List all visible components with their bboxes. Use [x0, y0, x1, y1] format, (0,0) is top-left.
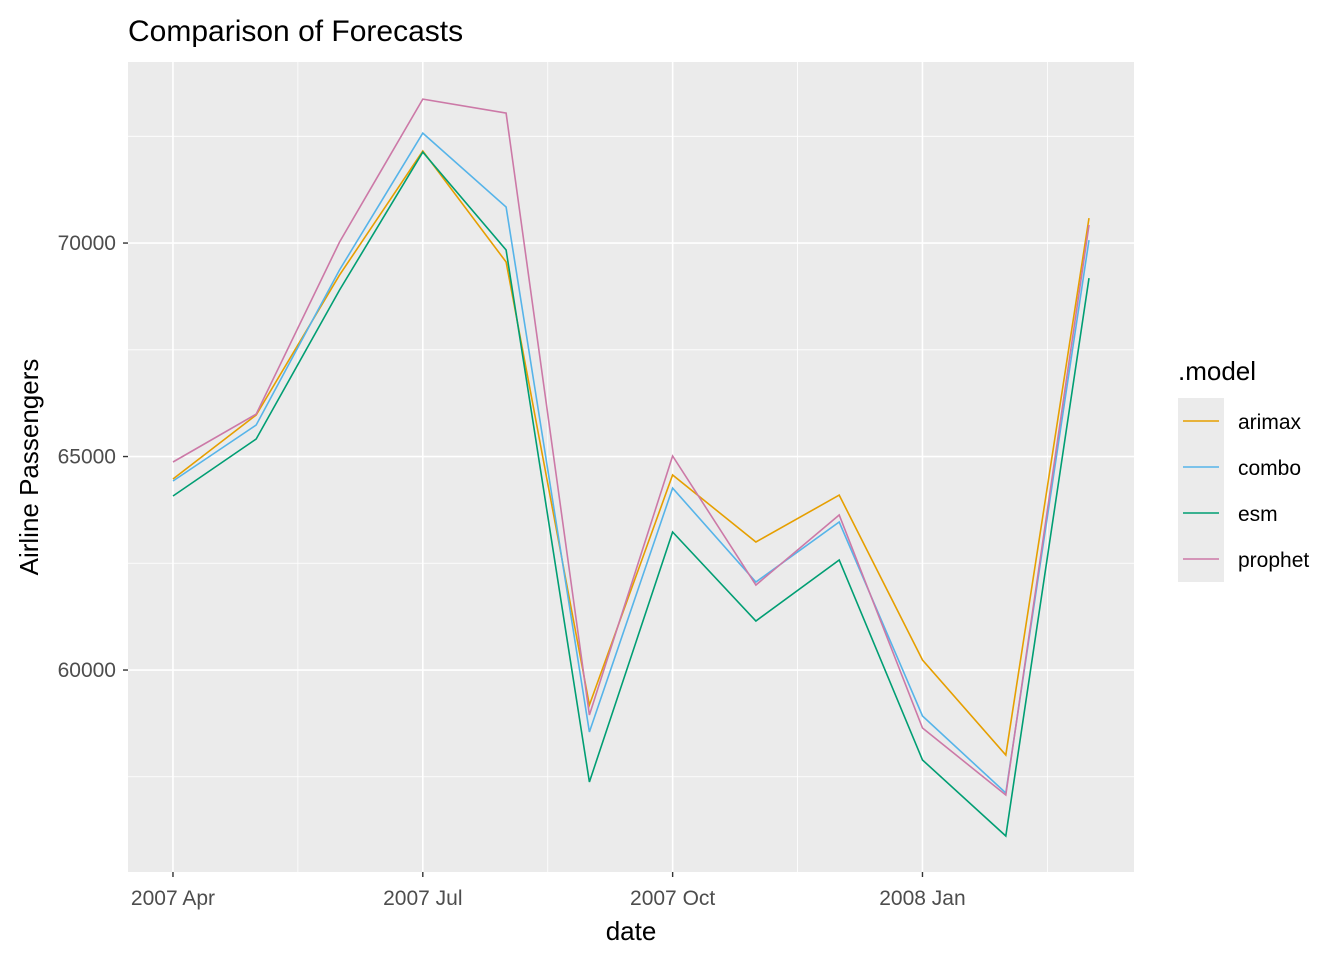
- legend-label-combo: combo: [1238, 457, 1301, 480]
- legend-label-arimax: arimax: [1238, 411, 1302, 434]
- legend: .model arimax combo esm prophet: [1178, 356, 1309, 582]
- x-tick-label: 2007 Oct: [630, 887, 715, 910]
- chart-title: Comparison of Forecasts: [128, 15, 463, 48]
- legend-label-prophet: prophet: [1238, 549, 1309, 572]
- y-tick-label: 60000: [58, 659, 116, 682]
- series-line-arimax: [172, 149, 1090, 757]
- series-line-esm: [172, 150, 1090, 838]
- x-axis-label: date: [606, 916, 657, 946]
- series-line-prophet: [172, 98, 1090, 797]
- legend-label-esm: esm: [1238, 503, 1278, 526]
- legend-title: .model: [1178, 356, 1256, 386]
- plot-panel: [128, 62, 1134, 872]
- y-tick-label: 70000: [58, 232, 116, 255]
- x-tick-label: 2008 Jan: [879, 887, 965, 910]
- y-axis-label: Airline Passengers: [14, 359, 44, 576]
- x-tick-label: 2007 Jul: [383, 887, 462, 910]
- y-tick-label: 65000: [58, 446, 116, 469]
- series-line-combo: [172, 131, 1090, 795]
- x-tick-label: 2007 Apr: [131, 887, 215, 910]
